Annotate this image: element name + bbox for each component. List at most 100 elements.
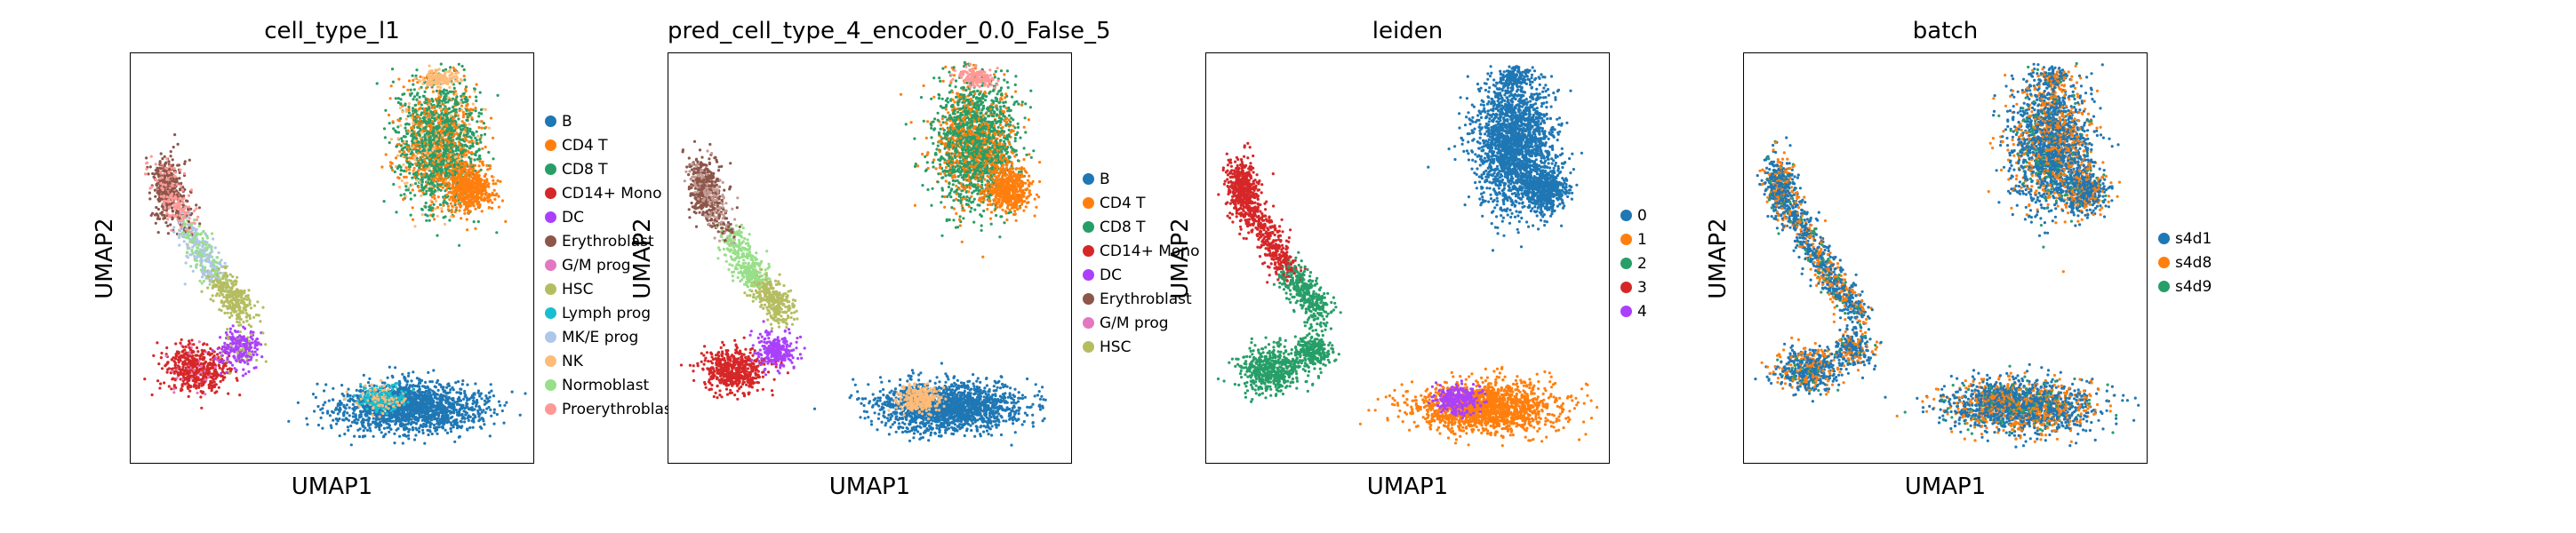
cell-point [436, 234, 439, 237]
cell-point [438, 99, 442, 102]
cell-point [440, 167, 444, 171]
cell-point [444, 181, 447, 186]
cell-point [386, 418, 389, 421]
cell-point [460, 150, 463, 154]
cell-point [380, 418, 384, 422]
cell-point [428, 151, 432, 155]
cell-point [444, 100, 447, 104]
cell-point [388, 411, 391, 415]
cell-point [314, 395, 317, 399]
cell-point [374, 388, 378, 392]
cell-point [457, 402, 460, 406]
cell-point [461, 139, 465, 142]
cell-point [444, 201, 448, 204]
cell-point [480, 187, 484, 191]
cell-point [420, 378, 424, 382]
cell-point [409, 410, 412, 414]
cell-point [404, 126, 407, 130]
cell-point [404, 393, 407, 396]
cell-point [455, 147, 459, 150]
cell-point [433, 184, 436, 187]
cell-point [404, 397, 407, 401]
cell-point [404, 142, 408, 146]
cell-point [489, 116, 493, 120]
cell-point [351, 411, 356, 415]
cell-point [428, 219, 431, 222]
cell-point [401, 372, 404, 376]
cell-point [473, 90, 476, 93]
cell-point [484, 192, 487, 195]
cell-point [436, 397, 439, 401]
cell-point [406, 146, 410, 149]
cell-point [431, 214, 435, 218]
cell-point [404, 413, 407, 417]
cell-point [396, 401, 399, 404]
cell-point [468, 406, 473, 410]
cell-point [477, 164, 481, 168]
cell-point [461, 92, 465, 96]
cell-point [474, 207, 477, 211]
cell-point [399, 123, 403, 127]
cell-point [400, 389, 404, 394]
cell-point [409, 191, 412, 195]
cell-point [390, 162, 394, 165]
cell-point [473, 408, 476, 411]
cell-point [404, 123, 408, 126]
cell-point [464, 143, 468, 147]
cell-point [408, 156, 412, 160]
cell-point [487, 126, 491, 130]
cell-point [424, 192, 428, 195]
cell-point [380, 165, 384, 169]
cell-point [418, 144, 421, 147]
cell-point [471, 142, 475, 146]
cell-point [438, 179, 442, 182]
cell-point [200, 353, 204, 356]
cell-point [391, 80, 395, 84]
cell-point [398, 150, 402, 154]
cell-point [447, 384, 451, 387]
cell-point [451, 150, 455, 154]
cell-point [480, 397, 484, 401]
cell-point [418, 95, 421, 99]
cell-point [409, 88, 412, 91]
cell-point [361, 423, 364, 426]
cell-point [478, 205, 482, 209]
cell-point [454, 179, 459, 182]
cell-point [179, 341, 182, 345]
cell-point [166, 368, 170, 371]
cell-point [336, 404, 340, 408]
cell-point [324, 401, 327, 404]
cell-point [503, 403, 507, 407]
cell-point [428, 136, 432, 139]
cell-point [420, 180, 424, 184]
cell-point [446, 117, 450, 122]
cell-point [388, 164, 392, 168]
cell-point [417, 381, 421, 386]
cell-point [428, 430, 432, 434]
cell-point [363, 397, 366, 401]
cell-point [492, 188, 496, 192]
cell-point [417, 430, 421, 434]
cell-point [399, 424, 403, 427]
cell-point [410, 132, 414, 137]
cell-point [407, 437, 411, 441]
cell-point [459, 391, 462, 395]
cell-point [484, 145, 487, 149]
cell-point [427, 175, 430, 179]
cell-point [390, 384, 395, 387]
cell-point [347, 387, 350, 391]
cell-point [480, 417, 484, 420]
cell-point [377, 397, 380, 402]
cell-point [199, 395, 203, 399]
cell-point [453, 401, 457, 404]
cell-point [386, 400, 389, 404]
cell-point [455, 76, 459, 80]
cell-point [449, 66, 452, 69]
cell-point [372, 434, 375, 438]
cell-point [490, 414, 493, 418]
cell-point [426, 115, 429, 118]
cell-point [366, 418, 371, 422]
cell-point [436, 214, 439, 218]
cell-point [430, 432, 434, 436]
cell-point [420, 183, 423, 187]
